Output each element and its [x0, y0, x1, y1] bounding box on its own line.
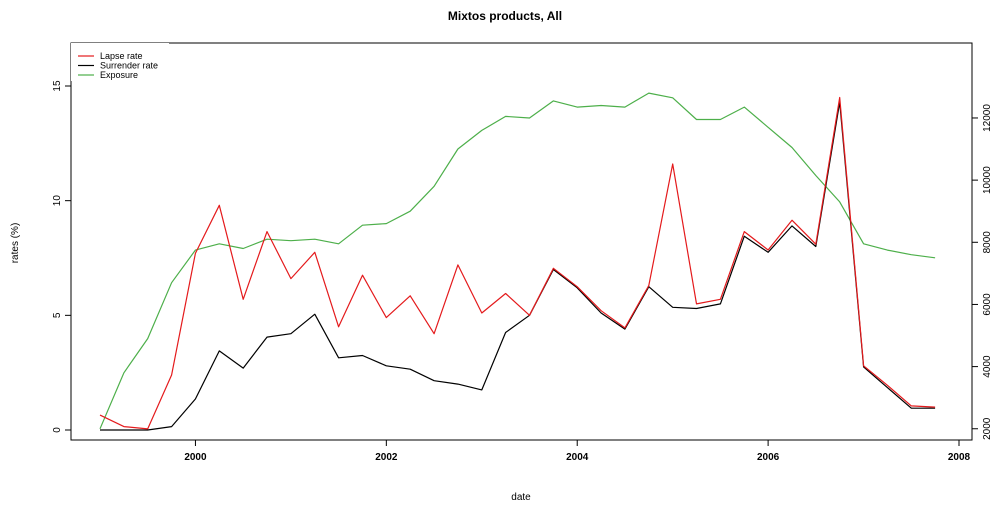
y-left-tick-label: 0	[52, 427, 63, 433]
x-tick-label: 2002	[375, 452, 398, 463]
series-layer	[99, 92, 936, 431]
y-axis-label: rates (%)	[10, 223, 21, 264]
y-axis-left: 0 5 10 15	[52, 80, 72, 433]
exposure-line	[99, 92, 936, 430]
x-tick-label: 2000	[184, 452, 207, 463]
x-tick-label: 2004	[566, 452, 589, 463]
legend-label-exposure: Exposure	[100, 70, 138, 80]
y-right-tick-label: 2000	[982, 417, 993, 440]
plot-frame	[70, 42, 973, 441]
legend-label-surrender-rate: Surrender rate	[100, 61, 158, 71]
legend-label-lapse-rate: Lapse rate	[100, 51, 143, 61]
y-axis-right: 2000 4000 6000 8000 10000 12000	[971, 104, 993, 440]
y-right-tick-label: 10000	[982, 166, 993, 194]
y-left-tick-label: 15	[52, 80, 63, 92]
lapse-rate-line	[99, 96, 936, 430]
x-tick-label: 2008	[948, 452, 971, 463]
y-right-tick-label: 4000	[982, 355, 993, 378]
y-left-tick-label: 10	[52, 195, 63, 207]
y-right-tick-label: 6000	[982, 293, 993, 316]
x-axis-label: date	[511, 492, 531, 503]
chart-title: Mixtos products, All	[448, 9, 562, 23]
y-left-tick-label: 5	[52, 312, 63, 318]
x-axis: 2000 2002 2004 2006 2008	[184, 439, 971, 463]
y-right-tick-label: 12000	[982, 104, 993, 132]
y-right-tick-label: 8000	[982, 231, 993, 254]
x-tick-label: 2006	[757, 452, 780, 463]
surrender-rate-line	[100, 101, 936, 431]
